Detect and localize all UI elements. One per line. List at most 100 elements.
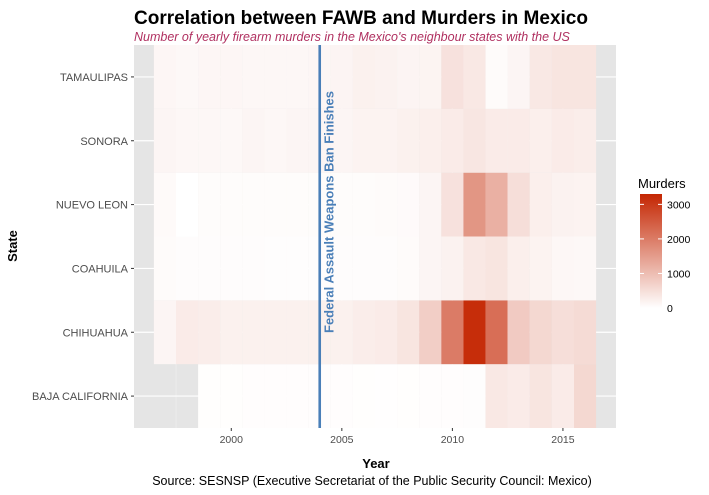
heatmap-tile <box>463 236 486 301</box>
heatmap-tile <box>375 236 398 301</box>
heatmap-tile <box>198 300 221 365</box>
heatmap-tile <box>198 108 221 173</box>
weapons-ban-annotation: Federal Assault Weapons Ban Finishes <box>322 91 337 333</box>
heatmap-tile <box>507 236 530 301</box>
heatmap-tile <box>375 108 398 173</box>
y-tick-label: SONORA <box>80 136 128 148</box>
heatmap-tile <box>220 300 243 365</box>
heatmap-tile <box>330 364 353 428</box>
heatmap-tile <box>441 108 464 173</box>
heatmap-tile <box>375 364 398 428</box>
heatmap-tile <box>441 172 464 237</box>
heatmap-tile <box>573 364 597 428</box>
heatmap-tile <box>176 172 199 237</box>
legend-title: Murders <box>638 176 686 191</box>
heatmap-tile <box>397 108 420 173</box>
heatmap-tile <box>352 364 375 428</box>
heatmap-tile <box>220 172 243 237</box>
heatmap-tile <box>419 300 442 365</box>
heatmap-tile <box>529 364 552 428</box>
heatmap-tile <box>242 172 265 237</box>
heatmap-tile <box>463 45 486 109</box>
reference-line-layer: Federal Assault Weapons Ban Finishes <box>318 45 337 428</box>
heatmap-tile <box>153 45 177 109</box>
legend: Murders 0 1000 2000 3000 <box>638 176 691 315</box>
heatmap-tile <box>264 172 287 237</box>
heatmap-tile <box>441 236 464 301</box>
heatmap-tile <box>264 45 287 109</box>
heatmap-tile <box>507 364 530 428</box>
heatmap-tile <box>352 236 375 301</box>
heatmap-tile <box>153 108 177 173</box>
heatmap-tile <box>573 108 597 173</box>
heatmap-tile <box>529 300 552 365</box>
legend-tick-label: 3000 <box>667 199 691 211</box>
heatmap-tile <box>375 300 398 365</box>
heatmap-tile <box>375 45 398 109</box>
heatmap-tile <box>397 300 420 365</box>
heatmap-tile <box>286 364 309 428</box>
x-axis-title: Year <box>362 456 389 471</box>
heatmap-tile <box>485 45 508 109</box>
x-tick-label: 2005 <box>330 434 354 446</box>
y-tick-label: COAHUILA <box>72 263 129 275</box>
heatmap-tile <box>551 108 574 173</box>
heatmap-tile <box>220 364 243 428</box>
heatmap-tile <box>286 236 309 301</box>
y-axis-title: State <box>5 230 20 262</box>
heatmap-tile <box>198 236 221 301</box>
heatmap-tile <box>397 236 420 301</box>
heatmap-tile <box>551 364 574 428</box>
heatmap-tile <box>153 300 177 365</box>
heatmap-tile <box>419 108 442 173</box>
heatmap-tile <box>441 364 464 428</box>
heatmap-tile <box>242 300 265 365</box>
heatmap-tile <box>330 45 353 109</box>
heatmap-tile <box>529 172 552 237</box>
heatmap-tile <box>352 300 375 365</box>
heatmap-tile <box>153 172 177 237</box>
legend-tick-label: 2000 <box>667 234 691 246</box>
heatmap-tile <box>330 172 353 237</box>
heatmap-tile <box>397 172 420 237</box>
heatmap-tile <box>220 108 243 173</box>
heatmap-tile <box>551 172 574 237</box>
y-tick-label: BAJA CALIFORNIA <box>32 391 129 403</box>
heatmap-tile <box>507 172 530 237</box>
y-tick-label: NUEVO LEON <box>56 200 128 212</box>
heatmap-tile <box>529 45 552 109</box>
source-caption: Source: SESNSP (Executive Secretariat of… <box>152 474 592 488</box>
heatmap-tile <box>330 108 353 173</box>
heatmap-tile <box>485 364 508 428</box>
heatmap-tile <box>264 364 287 428</box>
heatmap-tile <box>419 172 442 237</box>
heatmap-tile <box>242 364 265 428</box>
heatmap-tile <box>264 108 287 173</box>
heatmap-tile <box>242 108 265 173</box>
heatmap-tile <box>573 236 597 301</box>
heatmap-tile <box>463 300 486 365</box>
heatmap-tile <box>529 236 552 301</box>
heatmap-tile <box>352 108 375 173</box>
heatmap-tile <box>264 236 287 301</box>
heatmap-tile <box>242 45 265 109</box>
heatmap-tile <box>220 236 243 301</box>
heatmap-tile <box>529 108 552 173</box>
heatmap-tile <box>485 300 508 365</box>
heatmap-tile <box>551 300 574 365</box>
heatmap-tile <box>485 172 508 237</box>
heatmap-tile <box>375 172 398 237</box>
heatmap-tile <box>573 45 597 109</box>
legend-color-bar <box>640 194 662 308</box>
heatmap-tile <box>176 300 199 365</box>
heatmap-tile <box>220 45 243 109</box>
x-axis-ticks: 2000 2005 2010 2015 <box>220 428 575 446</box>
heatmap-tile <box>352 172 375 237</box>
heatmap-tile <box>573 300 597 365</box>
y-axis-ticks: BAJA CALIFORNIA CHIHUAHUA COAHUILA NUEVO LE… <box>32 72 134 403</box>
heatmap-tile <box>419 236 442 301</box>
heatmap-tile <box>507 108 530 173</box>
heatmap-tile <box>441 300 464 365</box>
